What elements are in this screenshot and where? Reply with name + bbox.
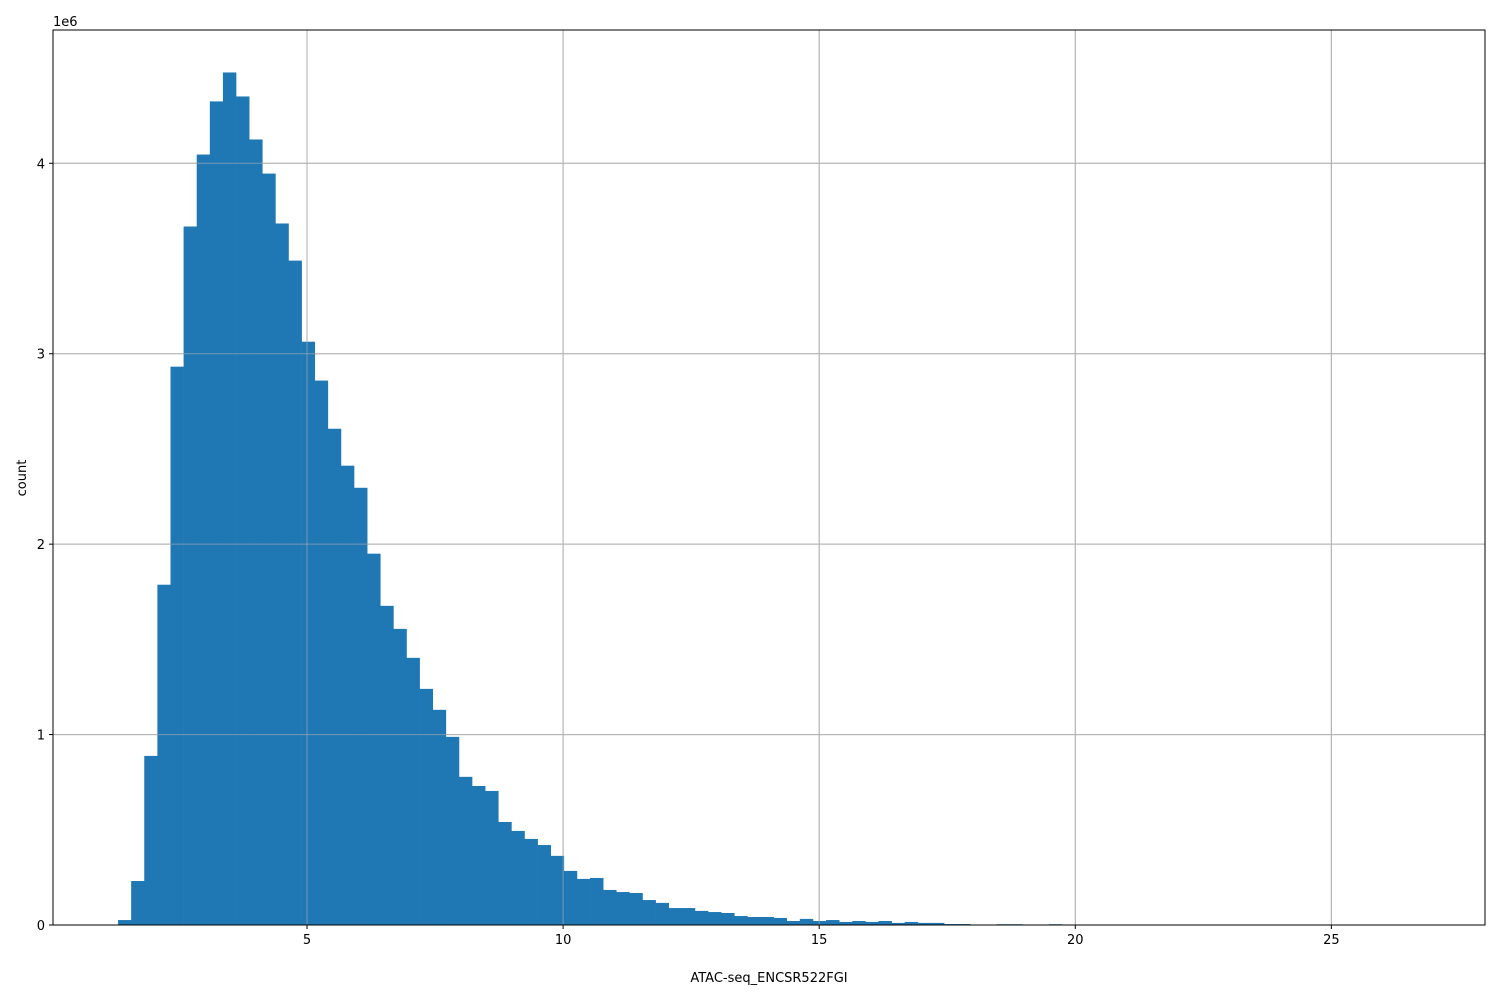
histogram-bar: [327, 428, 342, 925]
y-axis-label: count: [15, 460, 30, 497]
histogram-bar: [301, 341, 316, 926]
histogram-bar: [340, 465, 355, 925]
histogram-bar: [524, 838, 538, 925]
histogram-bar: [681, 908, 696, 925]
histogram-bar: [393, 628, 407, 925]
histogram-bar: [511, 830, 525, 925]
histogram-bar: [865, 921, 879, 925]
histogram-bar: [275, 223, 289, 925]
histogram-bar: [367, 553, 381, 925]
histogram-bar: [655, 902, 670, 925]
histogram-bar: [642, 900, 656, 925]
histogram-bar: [222, 72, 237, 925]
histogram-bar: [708, 912, 722, 925]
histogram-bar: [406, 657, 420, 925]
histogram-bar: [236, 96, 250, 926]
histogram-bar: [839, 921, 853, 925]
histogram-bar: [773, 917, 788, 925]
histogram-bar: [852, 921, 866, 925]
plot-frame: [52, 29, 1486, 926]
histogram-bar: [131, 881, 145, 925]
histogram-bar: [288, 260, 302, 925]
x-tick-label: 25: [1323, 933, 1340, 948]
x-tick-label: 15: [811, 933, 828, 948]
histogram-bar: [537, 845, 552, 925]
x-axis-ticks: 5 10 15 20 25: [303, 925, 1340, 948]
histogram-bar: [458, 776, 473, 925]
histogram-bar: [419, 688, 434, 925]
y-tick-label: 1: [37, 729, 45, 744]
histogram-bar: [157, 584, 171, 925]
histogram-bar: [170, 366, 184, 925]
histogram-bar: [432, 709, 447, 925]
y-tick-label: 2: [37, 538, 45, 553]
histogram-bar: [694, 910, 709, 925]
histogram-bar: [354, 487, 368, 925]
histogram-bar: [616, 892, 630, 925]
histogram-bar: [550, 855, 565, 925]
histogram-bar: [629, 893, 643, 925]
histogram-bars: [118, 72, 1430, 926]
histogram-bar: [262, 173, 276, 925]
histogram-bar: [498, 821, 512, 925]
histogram-bar: [917, 922, 932, 925]
histogram-bar: [314, 380, 329, 926]
y-tick-label: 4: [37, 157, 45, 172]
x-tick-label: 5: [303, 933, 311, 948]
histogram-bar: [144, 755, 158, 925]
y-tick-label: 3: [37, 348, 45, 363]
histogram-bar: [760, 917, 774, 925]
x-tick-label: 20: [1067, 933, 1084, 948]
histogram-bar: [380, 605, 394, 925]
histogram-bar: [878, 921, 892, 925]
x-axis-label: ATAC-seq_ENCSR522FGI: [690, 971, 847, 986]
histogram-bar: [721, 913, 735, 925]
histogram-bar: [485, 790, 499, 925]
histogram-bar: [747, 917, 761, 925]
histogram-bar: [826, 920, 840, 925]
histogram-bar: [209, 101, 224, 926]
histogram-bar: [603, 889, 617, 925]
y-axis-ticks: 0 1 2 3 4: [37, 157, 53, 934]
histogram-bar: [249, 139, 263, 925]
histogram-bar: [930, 922, 945, 925]
histogram-bar: [563, 870, 578, 925]
histogram-bar: [786, 921, 801, 925]
histogram-bar: [445, 736, 460, 925]
histogram-bar: [472, 785, 486, 925]
histogram-bar: [734, 916, 748, 925]
y-offset-label: 1e6: [53, 15, 78, 30]
histogram-bar: [576, 878, 591, 925]
histogram-bar: [668, 908, 683, 925]
y-tick-label: 0: [37, 919, 45, 934]
histogram-bar: [799, 918, 814, 925]
histogram-bar: [118, 920, 132, 925]
x-tick-label: 10: [555, 933, 572, 948]
histogram-bar: [196, 154, 211, 925]
histogram-bar: [891, 922, 906, 925]
histogram-bar: [183, 226, 198, 925]
histogram-bar: [590, 877, 604, 925]
histogram-bar: [904, 921, 919, 925]
